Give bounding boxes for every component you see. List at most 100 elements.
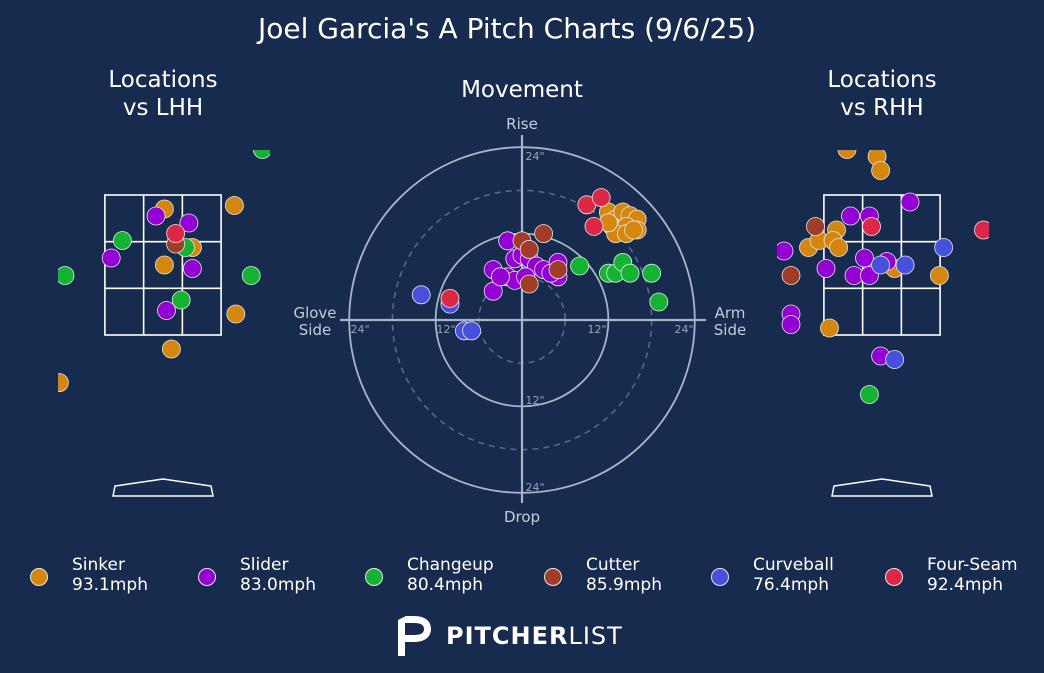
rhh-point-cutter bbox=[781, 266, 801, 285]
rhh-point-sinker bbox=[820, 318, 839, 338]
lhh-point-sinker bbox=[224, 196, 244, 215]
rhh-point-four-seam bbox=[862, 217, 881, 236]
rhh-point-curveball bbox=[885, 350, 904, 369]
rhh-point-cutter bbox=[806, 217, 825, 236]
rhh-point-slider bbox=[777, 241, 794, 261]
movement-grid bbox=[340, 135, 706, 503]
rhh-point-sinker bbox=[871, 161, 890, 180]
movement-point-four-seam bbox=[440, 288, 460, 308]
pitcherlist-logo: PITCHERLIST bbox=[394, 612, 634, 658]
legend-dot-sinker bbox=[30, 568, 48, 586]
rhh-point-sinker bbox=[869, 150, 881, 152]
rhh-point-curveball bbox=[934, 238, 953, 257]
movement-point-cutter bbox=[548, 260, 568, 280]
legend-label-cutter: Cutter bbox=[586, 555, 640, 575]
rhh-point-slider bbox=[900, 192, 920, 212]
ring-label-bottom-24: 24" bbox=[525, 481, 544, 494]
lhh-point-slider bbox=[179, 213, 199, 233]
legend-dot-changeup bbox=[365, 568, 383, 586]
movement-point-four-seam bbox=[584, 216, 604, 236]
rhh-point-changeup bbox=[860, 385, 879, 404]
movement-point-sinker bbox=[624, 220, 643, 240]
pitcherlist-logo-icon bbox=[398, 616, 431, 656]
lhh-title-line2: vs LHH bbox=[123, 95, 203, 121]
movement-label-glove: Glove bbox=[293, 304, 336, 322]
legend-label-changeup: Changeup bbox=[407, 555, 494, 575]
lhh-point-slider bbox=[157, 301, 176, 320]
legend-speed-four-seam: 92.4mph bbox=[927, 575, 1003, 595]
ring-label-right-12: 12" bbox=[587, 323, 606, 336]
rhh-point-sinker bbox=[837, 150, 857, 159]
rhh-point-curveball bbox=[895, 255, 915, 275]
lhh-home-plate bbox=[112, 478, 214, 497]
movement-label-arm: Arm bbox=[715, 304, 746, 322]
lhh-point-changeup bbox=[171, 290, 191, 310]
movement-point-curveball bbox=[462, 321, 482, 341]
legend-label-sinker: Sinker bbox=[72, 555, 125, 575]
legend-speed-curveball: 76.4mph bbox=[753, 575, 829, 595]
movement-label-glove-side: Side bbox=[299, 321, 331, 339]
rhh-point-sinker bbox=[930, 266, 949, 285]
rhh-point-slider bbox=[855, 248, 874, 268]
brand-bold: PITCHER bbox=[446, 622, 569, 650]
brand-light: LIST bbox=[568, 622, 623, 650]
rhh-point-slider bbox=[841, 206, 860, 226]
lhh-point-changeup bbox=[253, 150, 270, 159]
legend-text-sinker: Sinker 93.1mph bbox=[72, 555, 148, 595]
movement-label-rise: Rise bbox=[506, 115, 538, 133]
movement-point-curveball bbox=[411, 285, 431, 305]
movement-point-four-seam bbox=[591, 188, 611, 208]
lhh-point-sinker bbox=[226, 304, 246, 324]
legend-speed-cutter: 85.9mph bbox=[586, 575, 662, 595]
lhh-point-sinker bbox=[58, 373, 69, 392]
movement-point-changeup bbox=[620, 263, 640, 283]
pitch-charts: Joel Garcia's A Pitch Charts (9/6/25) Lo… bbox=[58, 12, 989, 526]
lhh-point-changeup bbox=[113, 231, 132, 250]
legend-dot-slider bbox=[198, 568, 216, 586]
movement-point-cutter bbox=[519, 240, 539, 259]
movement-label-arm-side: Side bbox=[714, 321, 746, 339]
legend-text-changeup: Changeup 80.4mph bbox=[407, 555, 494, 595]
legend-label-four-seam: Four-Seam bbox=[927, 555, 1018, 575]
rhh-point-four-seam bbox=[974, 220, 989, 240]
ring-label-left-24: 24" bbox=[350, 323, 369, 336]
movement-point-cutter bbox=[534, 224, 553, 244]
lhh-zone-border bbox=[104, 194, 222, 336]
legend-dot-cutter bbox=[544, 568, 562, 586]
movement-point-slider bbox=[490, 267, 510, 287]
chart-title: Joel Garcia's A Pitch Charts (9/6/25) bbox=[256, 12, 756, 45]
legend-dot-four-seam bbox=[885, 568, 903, 586]
rhh-title-line2: vs RHH bbox=[840, 95, 923, 121]
lhh-pitch-points bbox=[58, 150, 270, 392]
ring-label-bottom-12: 12" bbox=[525, 394, 544, 407]
rhh-title-line1: Locations bbox=[827, 67, 936, 93]
movement-point-changeup bbox=[570, 256, 589, 276]
lhh-title-line1: Locations bbox=[108, 67, 217, 93]
legend-dot-curveball bbox=[711, 568, 729, 586]
ring-label-right-24: 24" bbox=[674, 323, 693, 336]
rhh-point-slider bbox=[781, 315, 801, 334]
lhh-point-slider bbox=[146, 206, 166, 226]
lhh-point-sinker bbox=[154, 255, 174, 275]
legend-text-cutter: Cutter 85.9mph bbox=[586, 555, 662, 595]
rhh-point-slider bbox=[943, 130, 961, 148]
pitcherlist-wordmark: PITCHERLIST bbox=[446, 622, 623, 650]
rhh-point-curveball bbox=[871, 255, 890, 275]
ring-label-top-24: 24" bbox=[525, 150, 544, 163]
legend-label-slider: Slider bbox=[240, 555, 289, 575]
rhh-pitch-points bbox=[777, 127, 989, 404]
legend-speed-changeup: 80.4mph bbox=[407, 575, 483, 595]
lhh-point-slider bbox=[182, 259, 202, 278]
movement-point-changeup bbox=[642, 263, 661, 283]
lhh-point-changeup bbox=[58, 266, 75, 285]
legend-speed-sinker: 93.1mph bbox=[72, 575, 148, 595]
lhh-point-changeup bbox=[241, 266, 261, 285]
lhh-point-four-seam bbox=[166, 224, 186, 243]
legend-text-slider: Slider 83.0mph bbox=[240, 555, 316, 595]
rhh-point-slider bbox=[816, 259, 836, 278]
movement-point-changeup bbox=[649, 292, 669, 312]
rhh-home-plate bbox=[831, 478, 933, 497]
movement-title: Movement bbox=[461, 77, 583, 103]
rhh-point-four-seam bbox=[929, 127, 947, 145]
lhh-point-sinker bbox=[161, 339, 181, 359]
